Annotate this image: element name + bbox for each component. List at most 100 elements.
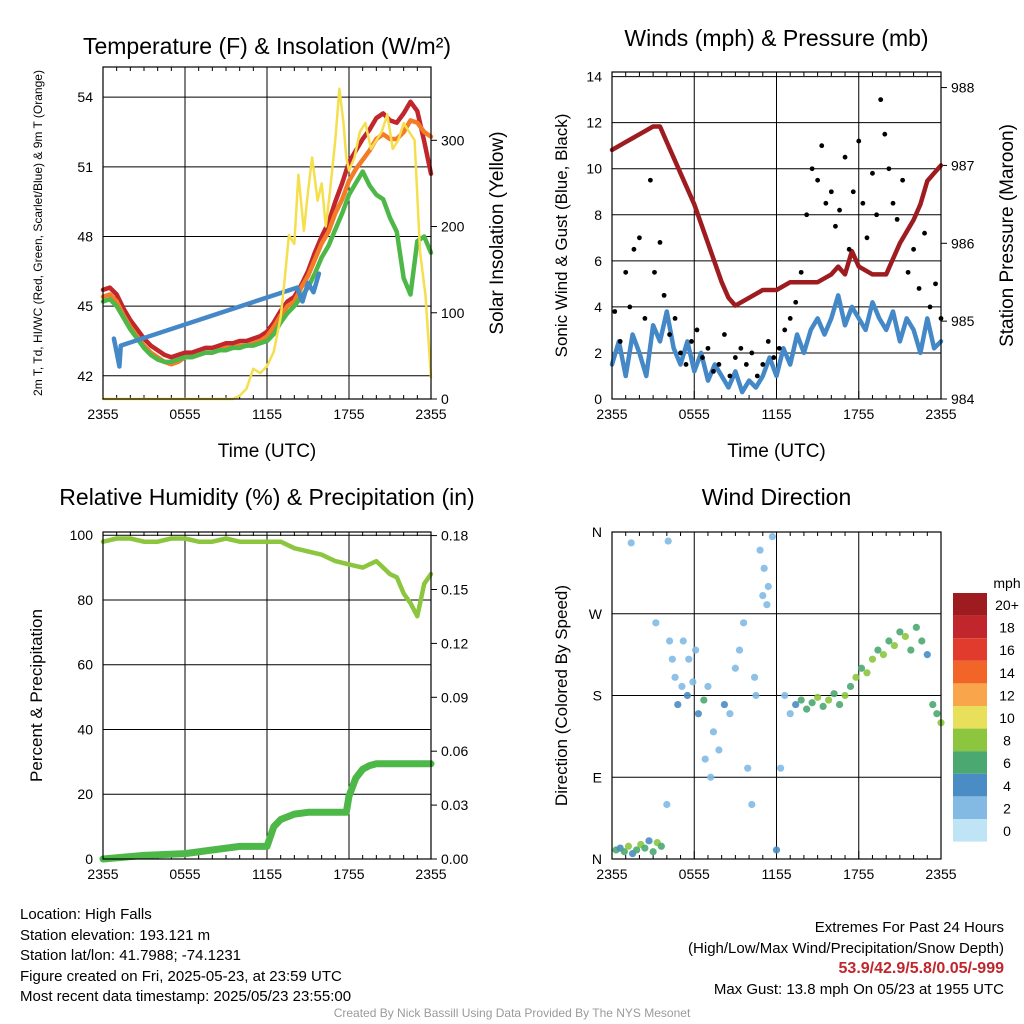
direction-point	[664, 537, 672, 545]
wind-series-line	[609, 293, 944, 395]
gust-point	[833, 223, 838, 229]
y-tick-label: N	[592, 524, 602, 540]
direction-point	[692, 646, 700, 654]
direction-point	[652, 619, 660, 627]
gust-point	[933, 281, 938, 287]
gust-point	[637, 235, 642, 241]
direction-point	[759, 591, 767, 600]
gust-point	[657, 240, 663, 245]
panel-title: Wind Direction	[702, 484, 852, 510]
direction-point	[763, 601, 771, 609]
gust-point	[716, 362, 722, 367]
gust-point	[878, 97, 884, 103]
gust-point	[667, 332, 672, 337]
gust-point	[760, 362, 766, 367]
credit-text: Created By Nick Bassill Using Data Provi…	[333, 1006, 691, 1020]
direction-point	[879, 651, 888, 659]
y-tick-label: 4	[594, 299, 602, 315]
y2-tick-label: 985	[951, 313, 975, 329]
panel-3-frame	[102, 531, 432, 860]
gust-point	[738, 345, 744, 351]
direction-point	[792, 700, 800, 709]
direction-point	[668, 655, 676, 663]
direction-point	[874, 646, 882, 654]
direction-point	[777, 764, 785, 772]
direction-point	[918, 637, 926, 645]
gust-point	[809, 166, 815, 172]
y-tick-label: 10	[586, 161, 602, 177]
x-tick-label: 2355	[596, 406, 627, 422]
direction-point	[781, 691, 789, 700]
direction-point	[744, 764, 752, 772]
direction-point	[852, 673, 860, 681]
panel-2-grid	[611, 72, 947, 400]
x-axis-label: Time (UTC)	[218, 441, 317, 462]
gust-point	[672, 316, 678, 321]
gust-point	[743, 362, 749, 367]
y2-tick-label: 988	[951, 80, 975, 96]
elevation-text: Station elevation: 193.121 m	[20, 926, 211, 944]
y-tick-label: 8	[594, 207, 602, 223]
gust-point	[900, 177, 906, 183]
colorbar-swatch	[953, 660, 987, 684]
gust-point	[890, 200, 896, 206]
direction-point	[929, 700, 937, 709]
colorbar-swatch	[953, 706, 987, 729]
y2-tick-label: 0.03	[441, 797, 468, 813]
direction-point	[835, 700, 844, 709]
extremes-info: Extremes For Past 24 Hours (High/Low/Max…	[688, 918, 1004, 1000]
td-series-line	[100, 169, 434, 365]
direction-point	[768, 532, 776, 541]
wc-series-line	[111, 271, 322, 369]
y-tick-label: 0	[85, 851, 93, 867]
x-tick-label: 1755	[843, 406, 874, 422]
direction-point	[624, 842, 633, 850]
x-tick-label: 2355	[925, 866, 956, 882]
gust-point	[765, 339, 771, 344]
panel-4-frame	[611, 531, 942, 860]
location-text: Location: High Falls	[20, 906, 152, 923]
direction-point	[797, 696, 805, 704]
direction-point	[726, 710, 734, 718]
panel-4-grid	[611, 532, 942, 859]
colorbar-label: 12	[999, 687, 1015, 703]
panel-1-grid	[102, 67, 437, 400]
gust-point	[754, 373, 760, 379]
gust-point	[782, 327, 788, 333]
x-tick-label: 1755	[333, 866, 364, 882]
gust-point	[846, 246, 852, 252]
gust-point	[722, 332, 727, 337]
colorbar-swatch	[953, 593, 987, 616]
gust-point	[749, 350, 755, 356]
colorbar-swatch	[953, 751, 987, 774]
colorbar-swatch	[953, 638, 987, 661]
rh-series-line	[100, 536, 434, 619]
y2-tick-label: 0.12	[441, 635, 468, 651]
gust-point	[689, 339, 694, 344]
direction-point	[707, 773, 715, 781]
x-tick-label: 2355	[87, 406, 118, 422]
direction-point	[750, 673, 759, 681]
direction-point	[923, 651, 931, 659]
y-tick-label: 14	[586, 69, 602, 85]
colorbar-label: 8	[1003, 733, 1011, 749]
gust-point	[815, 177, 821, 183]
gust-point	[886, 166, 892, 172]
y-tick-label: 54	[77, 89, 93, 105]
panel-title: Temperature (F) & Insolation (W/m²)	[83, 33, 451, 59]
direction-point	[846, 682, 855, 691]
direction-point	[709, 728, 718, 736]
direction-point	[731, 664, 739, 672]
direction-point	[665, 637, 674, 645]
x-tick-label: 2355	[87, 866, 118, 882]
direction-point	[814, 693, 822, 701]
direction-point	[764, 582, 772, 591]
gust-point	[864, 235, 870, 241]
direction-point	[674, 700, 682, 709]
x-tick-label: 1155	[252, 866, 282, 882]
direction-point	[907, 646, 915, 654]
gust-point	[627, 304, 633, 310]
gust-point	[882, 131, 888, 137]
gust-point	[798, 269, 804, 275]
